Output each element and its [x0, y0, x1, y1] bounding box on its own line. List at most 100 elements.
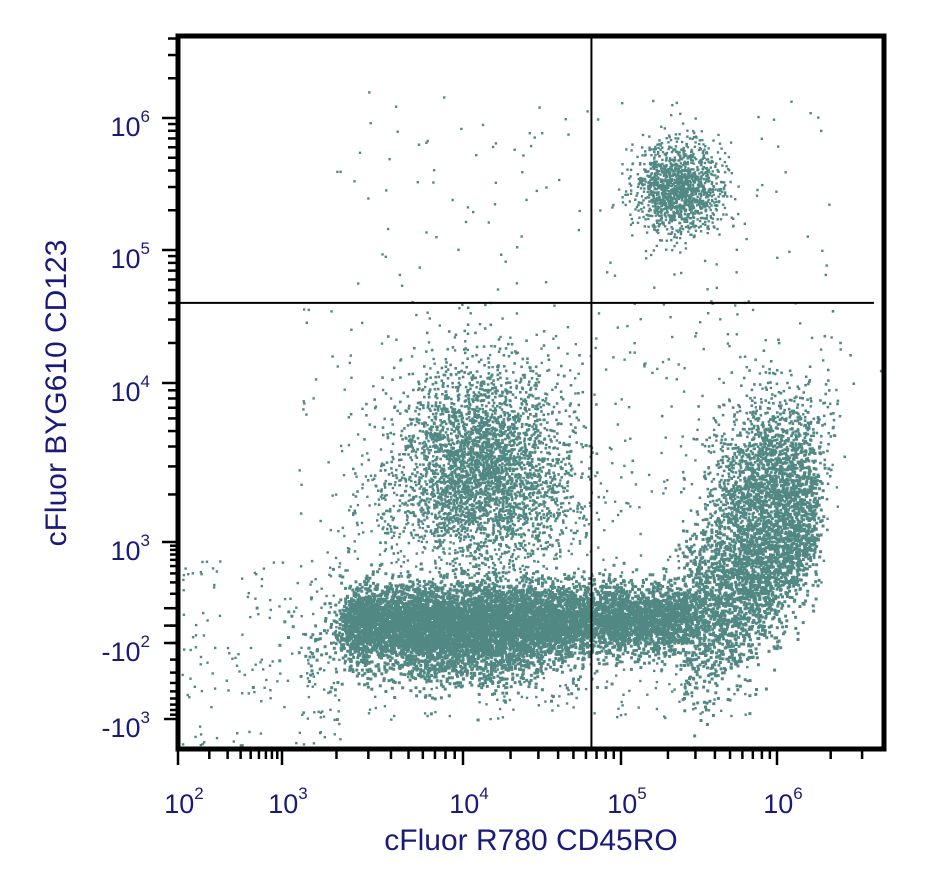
data-point-4787 — [702, 608, 706, 611]
data-point-4431 — [787, 581, 791, 585]
data-point-4836 — [769, 510, 773, 514]
data-point-945 — [786, 559, 790, 563]
data-point-3851 — [572, 677, 575, 681]
data-point-110 — [657, 656, 661, 660]
data-point-4320 — [723, 632, 727, 636]
data-point-172 — [778, 619, 782, 623]
data-point-765 — [424, 583, 428, 587]
data-point-4143 — [776, 585, 780, 589]
data-point-2129 — [609, 593, 613, 597]
data-point-1968 — [431, 641, 435, 645]
data-point-1893 — [460, 590, 464, 594]
data-point-4688 — [765, 607, 769, 611]
data-point-3496 — [769, 584, 773, 588]
data-point-3051 — [698, 559, 702, 563]
data-point-3829 — [767, 592, 771, 596]
data-point-4929 — [511, 662, 515, 666]
data-point-4554 — [766, 595, 770, 599]
data-point-3242 — [693, 644, 697, 648]
data-point-3264 — [586, 632, 590, 635]
data-point-3942 — [714, 691, 718, 695]
data-point-2756 — [736, 635, 740, 639]
data-point-3671 — [454, 567, 458, 571]
data-point-568 — [796, 429, 800, 433]
data-point-4019 — [515, 578, 519, 582]
data-point-847 — [543, 642, 547, 645]
data-point-1767 — [819, 533, 823, 537]
data-point-2945 — [369, 589, 373, 593]
data-point-4224 — [658, 646, 662, 650]
data-point-2236 — [635, 648, 639, 652]
data-point-3974 — [357, 650, 361, 654]
data-point-4346 — [564, 649, 568, 653]
data-point-2128 — [735, 536, 739, 539]
data-point-3727 — [808, 447, 812, 451]
data-point-3809 — [709, 656, 713, 659]
data-point-4536 — [516, 598, 520, 602]
data-point-2751 — [573, 642, 577, 646]
data-point-2615 — [780, 583, 784, 587]
data-point-2333 — [528, 591, 532, 595]
data-point-3450 — [688, 568, 692, 571]
data-point-4244 — [694, 681, 698, 685]
data-point-3285 — [788, 595, 792, 599]
data-point-2147 — [736, 664, 740, 668]
data-point-4101 — [619, 642, 623, 645]
data-point-81 — [721, 657, 725, 661]
data-point-4305 — [540, 593, 544, 597]
data-point-1470 — [514, 664, 517, 668]
data-point-1657 — [777, 639, 781, 643]
data-point-4727 — [688, 657, 692, 661]
data-point-138 — [776, 527, 780, 531]
data-point-3256 — [518, 581, 522, 585]
data-point-884 — [698, 643, 702, 647]
data-point-3150 — [629, 644, 633, 648]
data-point-4167 — [793, 531, 797, 534]
data-point-285 — [461, 581, 464, 585]
data-point-3415 — [698, 651, 702, 655]
data-point-4200 — [703, 618, 707, 622]
data-point-3703 — [776, 513, 780, 517]
data-point-3053 — [517, 656, 521, 659]
data-point-2833 — [521, 577, 525, 581]
data-point-2337 — [365, 658, 369, 662]
data-point-4959 — [354, 580, 358, 584]
data-point-2672 — [349, 614, 353, 618]
data-point-475 — [768, 611, 771, 615]
data-point-1326 — [747, 618, 751, 622]
data-point-3760 — [530, 593, 534, 597]
data-point-887 — [689, 559, 693, 563]
data-point-425 — [336, 638, 340, 642]
data-point-2936 — [698, 647, 702, 651]
data-point-4797 — [733, 621, 737, 625]
data-point-1157 — [529, 655, 533, 659]
data-point-1186 — [616, 648, 620, 652]
data-point-1799 — [734, 585, 738, 589]
data-point-3630 — [607, 625, 611, 629]
data-point-35 — [807, 557, 811, 561]
data-point-3650 — [742, 575, 746, 579]
data-point-4317 — [406, 575, 410, 579]
data-point-1241 — [720, 671, 724, 675]
data-point-4058 — [721, 652, 725, 656]
data-point-1259 — [332, 646, 336, 650]
data-point-4577 — [759, 575, 763, 579]
data-point-2645 — [527, 577, 531, 581]
data-point-3951 — [767, 649, 771, 653]
data-point-1099 — [815, 545, 819, 548]
data-point-3821 — [799, 559, 803, 563]
data-point-3566 — [634, 638, 638, 642]
data-point-3925 — [712, 626, 716, 630]
data-point-151 — [390, 576, 394, 580]
data-point-1955 — [677, 543, 681, 547]
data-point-2723 — [701, 627, 705, 631]
data-point-4406 — [706, 666, 709, 670]
data-point-3373 — [572, 600, 576, 604]
data-point-3770 — [396, 602, 400, 606]
data-point-2085 — [591, 592, 595, 596]
data-point-4460 — [398, 589, 402, 593]
data-point-2937 — [580, 598, 584, 602]
data-point-4531 — [578, 675, 582, 679]
data-point-4327 — [608, 610, 612, 614]
data-point-356 — [628, 590, 632, 594]
